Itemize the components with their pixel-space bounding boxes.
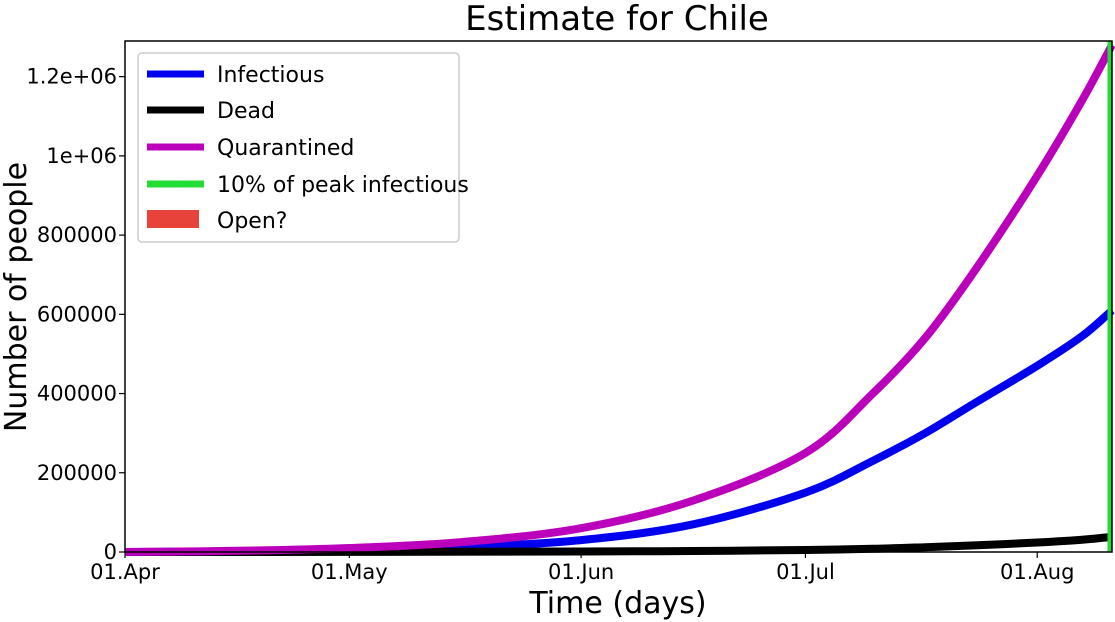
- legend-label-infectious: Infectious: [217, 63, 324, 88]
- x-tick-label: 01.Jul: [776, 560, 835, 584]
- legend-swatch-open: [147, 210, 199, 228]
- series-line-quarantined: [124, 43, 1115, 556]
- x-tick-label: 01.Aug: [1000, 560, 1074, 584]
- legend-label-open: Open?: [217, 209, 287, 234]
- y-tick-label: 1e+06: [46, 144, 117, 168]
- series-line-infectious: [124, 307, 1115, 556]
- legend-label-quarantined: Quarantined: [217, 136, 354, 161]
- x-tick-label: 01.Apr: [90, 560, 160, 584]
- y-tick-label: 1.2e+06: [26, 65, 117, 89]
- y-tick-label: 800000: [37, 223, 117, 247]
- x-tick-label: 01.Jun: [548, 560, 614, 584]
- legend-label-dead: Dead: [217, 99, 275, 124]
- y-tick-label: 200000: [37, 461, 117, 485]
- x-ticks: 01.Apr 01.May 01.Jun 01.Jul 01.Aug: [90, 552, 1074, 584]
- plot-frame: [124, 40, 1113, 553]
- y-tick-label: 0: [104, 540, 117, 564]
- legend-label-peak-line: 10% of peak infectious: [217, 173, 469, 198]
- legend-box: [137, 52, 460, 243]
- y-tick-label: 600000: [37, 302, 117, 326]
- legend: Infectious Dead Quarantined 10% of peak …: [137, 52, 469, 243]
- y-axis-title: Number of people: [0, 162, 34, 432]
- chart-title: Estimate for Chile: [465, 0, 769, 39]
- x-tick-label: 01.May: [311, 560, 388, 584]
- y-tick-label: 400000: [37, 382, 117, 406]
- y-ticks: 0 200000 400000 600000 800000 1e+06 1.2e+06: [26, 65, 125, 564]
- x-axis-title: Time (days): [528, 586, 706, 621]
